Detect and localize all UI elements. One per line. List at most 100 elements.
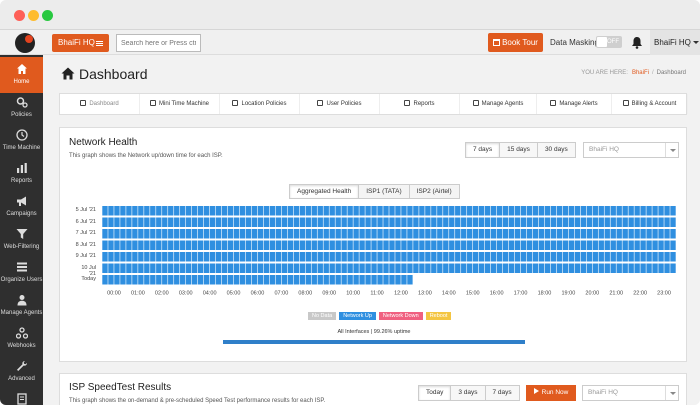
heatmap-cell[interactable] (377, 217, 383, 228)
heatmap-cell[interactable] (191, 240, 198, 251)
heatmap-cell[interactable] (317, 229, 323, 239)
heatmap-cell[interactable] (646, 240, 652, 251)
heatmap-cell[interactable] (305, 252, 311, 262)
heatmap-cell[interactable] (233, 217, 240, 228)
heatmap-cell[interactable] (443, 206, 449, 216)
bhaifi-logo[interactable] (15, 33, 35, 53)
heatmap-cell[interactable] (455, 263, 461, 274)
quicknav-dashboard[interactable]: Dashboard (60, 94, 140, 114)
heatmap-cell[interactable] (401, 240, 407, 251)
heatmap-cell[interactable] (514, 263, 521, 274)
heatmap-cell[interactable] (467, 206, 473, 216)
quicknav-location-policies[interactable]: Location Policies (220, 94, 300, 114)
tab-isp1-tata[interactable]: ISP1 (TATA) (359, 185, 410, 198)
heatmap-cell[interactable] (251, 229, 258, 239)
heatmap-cell[interactable] (592, 240, 598, 251)
heatmap-cell[interactable] (162, 275, 168, 285)
heatmap-cell[interactable] (287, 252, 294, 262)
heatmap-cell[interactable] (646, 252, 652, 262)
heatmap-cell[interactable] (514, 252, 521, 262)
heatmap-cell[interactable] (484, 217, 491, 228)
heatmap-cell[interactable] (580, 263, 587, 274)
heatmap-cell[interactable] (209, 240, 216, 251)
heatmap-cell[interactable] (640, 240, 646, 251)
heatmap-cell[interactable] (377, 275, 383, 285)
heatmap-cell[interactable] (263, 252, 270, 262)
heatmap-cell[interactable] (174, 206, 180, 216)
quicknav-mini-time-machine[interactable]: Mini Time Machine (140, 94, 220, 114)
heatmap-cell[interactable] (144, 217, 150, 228)
heatmap-cell[interactable] (419, 229, 425, 239)
heatmap-cell[interactable] (484, 229, 491, 239)
heatmap-cell[interactable] (538, 217, 545, 228)
heatmap-cell[interactable] (365, 229, 371, 239)
heatmap-cell[interactable] (604, 229, 610, 239)
heatmap-cell[interactable] (628, 229, 634, 239)
heatmap-cell[interactable] (389, 275, 395, 285)
heatmap-cell[interactable] (287, 263, 294, 274)
heatmap-cell[interactable] (413, 206, 419, 216)
sidebar-item-home[interactable]: Home (0, 57, 43, 93)
quicknav-manage-agents[interactable]: Manage Agents (460, 94, 537, 114)
heatmap-cell[interactable] (622, 240, 628, 251)
heatmap-cell[interactable] (174, 217, 180, 228)
heatmap-cell[interactable] (574, 240, 581, 251)
sidebar-item-campaigns[interactable]: Campaigns (0, 189, 43, 225)
heatmap-cell[interactable] (568, 229, 575, 239)
heatmap-cell[interactable] (407, 275, 413, 285)
heatmap-cell[interactable] (562, 217, 569, 228)
heatmap-cell[interactable] (490, 240, 497, 251)
heatmap-cell[interactable] (186, 229, 192, 239)
heatmap-cell[interactable] (156, 217, 162, 228)
heatmap-cell[interactable] (616, 263, 622, 274)
heatmap-cell[interactable] (102, 252, 108, 262)
heatmap-cell[interactable] (532, 252, 539, 262)
heatmap-cell[interactable] (263, 206, 270, 216)
heatmap-cell[interactable] (544, 206, 551, 216)
heatmap-cell[interactable] (114, 240, 120, 251)
heatmap-cell[interactable] (335, 206, 341, 216)
heatmap-cell[interactable] (323, 217, 329, 228)
heatmap-cell[interactable] (132, 229, 138, 239)
heatmap-cell[interactable] (221, 275, 228, 285)
heatmap-cell[interactable] (293, 263, 300, 274)
heatmap-cell[interactable] (473, 229, 479, 239)
heatmap-cell[interactable] (287, 206, 294, 216)
heatmap-cell[interactable] (203, 217, 210, 228)
heatmap-cell[interactable] (431, 240, 437, 251)
heatmap-cell[interactable] (120, 217, 126, 228)
heatmap-cell[interactable] (640, 252, 646, 262)
heatmap-cell[interactable] (341, 206, 347, 216)
heatmap-cell[interactable] (520, 206, 527, 216)
heatmap-cell[interactable] (610, 252, 616, 262)
heatmap-cell[interactable] (293, 240, 300, 251)
heatmap-cell[interactable] (431, 217, 437, 228)
heatmap-cell[interactable] (215, 263, 222, 274)
heatmap-cell[interactable] (592, 229, 598, 239)
heatmap-cell[interactable] (425, 240, 431, 251)
heatmap-cell[interactable] (120, 229, 126, 239)
heatmap-cell[interactable] (299, 217, 305, 228)
heatmap-cell[interactable] (311, 229, 317, 239)
heatmap-cell[interactable] (245, 275, 252, 285)
heatmap-cell[interactable] (580, 206, 587, 216)
heatmap-cell[interactable] (580, 240, 587, 251)
heatmap-cell[interactable] (203, 275, 210, 285)
heatmap-cell[interactable] (227, 263, 234, 274)
heatmap-cell[interactable] (257, 206, 264, 216)
heatmap-cell[interactable] (502, 206, 509, 216)
quicknav-billing-account[interactable]: Billing & Account (612, 94, 688, 114)
heatmap-cell[interactable] (395, 217, 401, 228)
heatmap-cell[interactable] (359, 217, 365, 228)
heatmap-cell[interactable] (389, 263, 395, 274)
heatmap-cell[interactable] (586, 206, 592, 216)
heatmap-cell[interactable] (610, 240, 616, 251)
heatmap-cell[interactable] (335, 229, 341, 239)
heatmap-cell[interactable] (562, 252, 569, 262)
heatmap-cell[interactable] (478, 263, 485, 274)
heatmap-cell[interactable] (215, 206, 222, 216)
heatmap-cell[interactable] (544, 217, 551, 228)
heatmap-cell[interactable] (389, 206, 395, 216)
heatmap-cell[interactable] (371, 252, 377, 262)
heatmap-cell[interactable] (544, 263, 551, 274)
